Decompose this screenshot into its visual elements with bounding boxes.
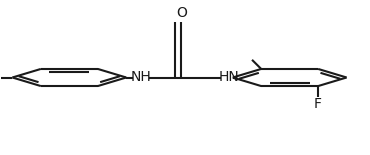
Text: F: F: [314, 97, 322, 111]
Text: NH: NH: [131, 71, 151, 84]
Text: O: O: [176, 6, 187, 20]
Text: HN: HN: [219, 71, 239, 84]
